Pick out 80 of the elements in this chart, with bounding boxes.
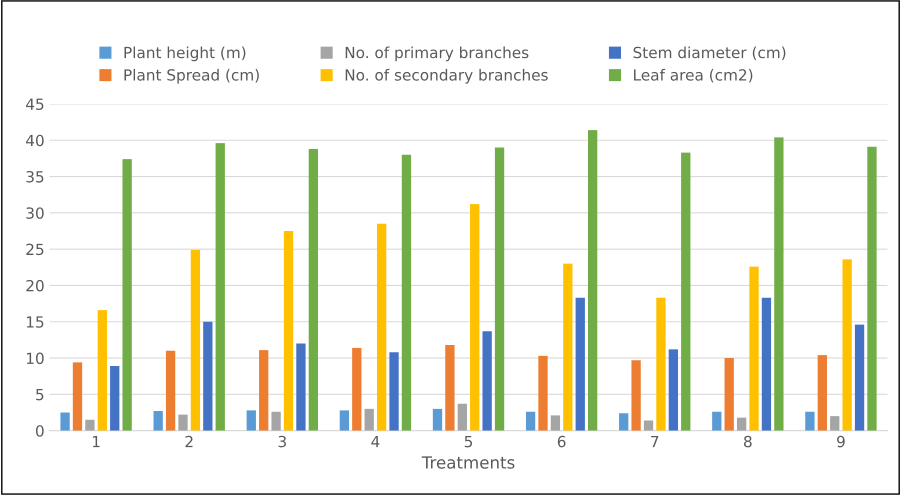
bar xyxy=(166,350,176,431)
bar xyxy=(364,408,374,431)
bar xyxy=(432,408,442,431)
bar xyxy=(631,360,641,431)
bar xyxy=(154,411,163,431)
bar xyxy=(98,310,107,431)
bar xyxy=(60,412,70,431)
bar xyxy=(284,231,294,431)
y-tick-label: 25 xyxy=(26,244,44,256)
bar xyxy=(681,152,690,431)
bar xyxy=(842,259,852,431)
bar xyxy=(854,324,864,431)
bar xyxy=(110,366,120,431)
bar xyxy=(749,266,759,431)
bar xyxy=(538,356,548,431)
bar xyxy=(550,415,560,431)
x-tick-label: 6 xyxy=(558,436,566,448)
bar xyxy=(122,159,132,431)
bar xyxy=(830,416,840,431)
bar xyxy=(72,362,82,431)
bar xyxy=(190,250,200,431)
x-tick-label: 4 xyxy=(371,436,380,448)
y-tick-label: 5 xyxy=(36,389,44,400)
bar xyxy=(818,355,827,431)
y-tick-label: 30 xyxy=(26,207,44,219)
legend-label: Plant Spread (cm) xyxy=(124,68,259,84)
y-tick-label: 35 xyxy=(26,171,44,183)
bar xyxy=(216,143,225,431)
bar xyxy=(867,146,877,431)
y-tick-label: 40 xyxy=(26,134,44,146)
bar xyxy=(203,322,212,431)
x-tick-label: 5 xyxy=(464,436,472,448)
bar xyxy=(85,420,95,431)
legend-label: Stem diameter (cm) xyxy=(634,46,786,60)
x-tick-label: 9 xyxy=(837,436,845,448)
legend-label: No. of secondary branches xyxy=(346,68,548,84)
bar xyxy=(774,137,784,431)
legend-label: Leaf area (cm2) xyxy=(634,68,752,83)
y-tick-label: 20 xyxy=(26,280,44,292)
x-tick-label: 8 xyxy=(744,436,752,448)
bar xyxy=(340,410,350,431)
y-tick-label: 10 xyxy=(26,352,44,364)
bar xyxy=(482,331,492,431)
bar xyxy=(736,418,746,431)
x-tick-label: 3 xyxy=(278,436,286,448)
bar xyxy=(762,298,772,431)
bar xyxy=(724,358,734,431)
bar xyxy=(458,404,467,431)
y-tick-label: 45 xyxy=(26,98,44,110)
bar xyxy=(619,413,628,431)
x-tick-label: 7 xyxy=(651,436,658,448)
bar xyxy=(352,348,362,431)
bar xyxy=(376,224,386,431)
y-tick-label: 15 xyxy=(26,316,44,328)
bar xyxy=(246,410,256,431)
bar xyxy=(445,344,455,431)
bar xyxy=(494,148,504,431)
x-tick-label: 1 xyxy=(92,436,100,448)
bar xyxy=(389,352,399,431)
bar xyxy=(668,349,678,431)
bar xyxy=(296,344,306,431)
bar xyxy=(644,420,654,431)
bar xyxy=(526,412,536,431)
bar xyxy=(402,154,412,431)
bar xyxy=(576,298,585,431)
legend-label: Plant height (m) xyxy=(124,46,246,62)
x-axis-title: Treatments xyxy=(422,456,514,469)
bar xyxy=(588,130,598,431)
y-tick-label: 0 xyxy=(36,425,44,437)
bar xyxy=(805,412,815,431)
bar xyxy=(308,148,318,431)
bar xyxy=(656,298,666,431)
bar xyxy=(178,414,188,431)
x-tick-label: 2 xyxy=(185,436,193,448)
bar xyxy=(563,264,572,431)
legend-label: No. of primary branches xyxy=(346,46,528,62)
bar xyxy=(271,412,281,431)
bar xyxy=(259,350,268,431)
bar xyxy=(712,412,722,431)
bar xyxy=(470,204,480,431)
